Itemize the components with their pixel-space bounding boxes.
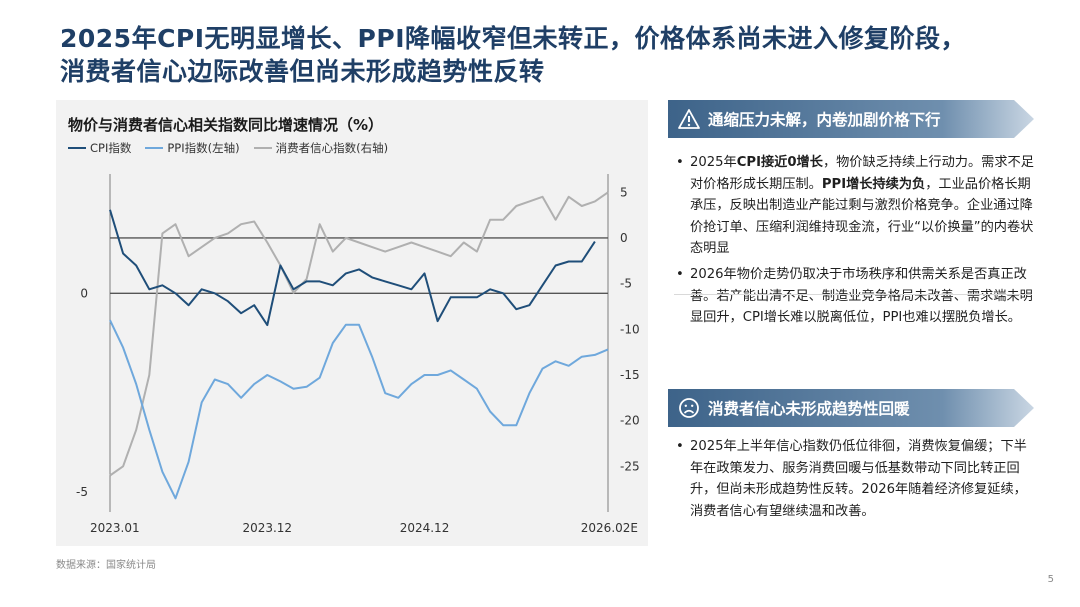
line-chart: -5 0 5 0 -5 -10 -15 -20 -25 2023.01 2023.12 2024.12…	[76, 174, 640, 535]
confidence-series-line	[109, 191, 609, 477]
cpi-series-line	[109, 209, 596, 327]
bullet-text: 2025年	[690, 155, 737, 170]
ribbon-background	[668, 389, 1034, 427]
right-tick-label: -10	[620, 322, 640, 336]
right-tick-label: 5	[620, 185, 628, 199]
right-tick-label: -25	[620, 459, 640, 473]
section-heading-deflation: 通缩压力未解，内卷加剧价格下行	[668, 100, 1034, 138]
data-source-note: 数据来源：国家统计局	[56, 560, 156, 571]
legend-swatch-cpi	[68, 147, 86, 149]
right-tick-label: -5	[620, 277, 632, 291]
left-tick-label: -5	[76, 485, 88, 499]
divider	[674, 294, 1032, 295]
page-title: 2025年CPI无明显增长、PPI降幅收窄但未转正，价格体系尚未进入修复阶段， …	[60, 22, 1040, 88]
page-title-line-2: 消费者信心边际改善但尚未形成趋势性反转	[60, 57, 545, 86]
bullet-text: ，工业品价格长期承压，反映出制造业产能过剩与激烈价格竞争。企业通过降价抢订单、压…	[690, 176, 1034, 257]
bullet-text: ，物价缺乏持续上行动力。需求不足对价格形成长期压制。	[690, 155, 1034, 192]
x-tick-label: 2024.12	[400, 521, 450, 535]
right-tick-label: -20	[620, 414, 640, 428]
x-tick-label: 2023.01	[90, 521, 140, 535]
right-tick-label: 0	[620, 231, 628, 245]
section-heading-confidence: 消费者信心未形成趋势性回暖	[668, 389, 1034, 427]
section-heading-confidence-text: 消费者信心未形成趋势性回暖	[708, 400, 910, 418]
page-number: 5	[1047, 574, 1054, 585]
section-deflation-bullets: 2025年CPI接近0增长，物价缺乏持续上行动力。需求不足对价格形成长期压制。P…	[674, 152, 1034, 333]
bullet-cpi-ppi: 2025年CPI接近0增长，物价缺乏持续上行动力。需求不足对价格形成长期压制。P…	[674, 152, 1034, 260]
ribbon-background	[668, 100, 1034, 138]
bullet-highlight-cpi: CPI接近0增长	[736, 155, 823, 170]
chart-legend: CPI指数 PPI指数(左轴) 消费者信心指数(右轴)	[68, 140, 388, 156]
legend-swatch-confidence	[253, 147, 272, 149]
x-tick-label: 2026.02E	[581, 521, 638, 535]
legend-label-confidence: 消费者信心指数(右轴)	[275, 141, 389, 155]
legend-item-ppi: PPI指数(左轴)	[145, 140, 240, 156]
warning-triangle-icon	[678, 109, 700, 129]
right-tick-label: -15	[620, 368, 640, 382]
left-tick-label: 0	[80, 286, 88, 300]
legend-swatch-ppi	[145, 147, 164, 149]
bullet-highlight-ppi: PPI增长持续为负	[821, 176, 926, 192]
chart-title: 物价与消费者信心相关指数同比增速情况（%）	[68, 116, 384, 134]
legend-item-confidence: 消费者信心指数(右轴)	[253, 140, 389, 156]
ppi-series-line	[109, 319, 609, 500]
legend-label-cpi: CPI指数	[90, 141, 132, 155]
page-title-line-1: 2025年CPI无明显增长、PPI降幅收窄但未转正，价格体系尚未进入修复阶段，	[60, 24, 967, 53]
section-confidence-bullets: 2025年上半年信心指数仍低位徘徊，消费恢复偏缓；下半年在政策发力、服务消费回暖…	[674, 436, 1034, 526]
bullet-confidence: 2025年上半年信心指数仍低位徘徊，消费恢复偏缓；下半年在政策发力、服务消费回暖…	[674, 436, 1034, 522]
section-heading-deflation-text: 通缩压力未解，内卷加剧价格下行	[708, 111, 941, 129]
legend-item-cpi: CPI指数	[68, 140, 131, 156]
bullet-2026-outlook: 2026年物价走势仍取决于市场秩序和供需关系是否真正改善。若产能出清不足、制造业…	[674, 264, 1034, 329]
chart-panel: 物价与消费者信心相关指数同比增速情况（%） CPI指数 PPI指数(左轴) 消费…	[56, 100, 648, 546]
x-tick-label: 2023.12	[242, 521, 292, 535]
legend-label-ppi: PPI指数(左轴)	[167, 141, 240, 155]
sad-face-icon	[679, 398, 699, 418]
